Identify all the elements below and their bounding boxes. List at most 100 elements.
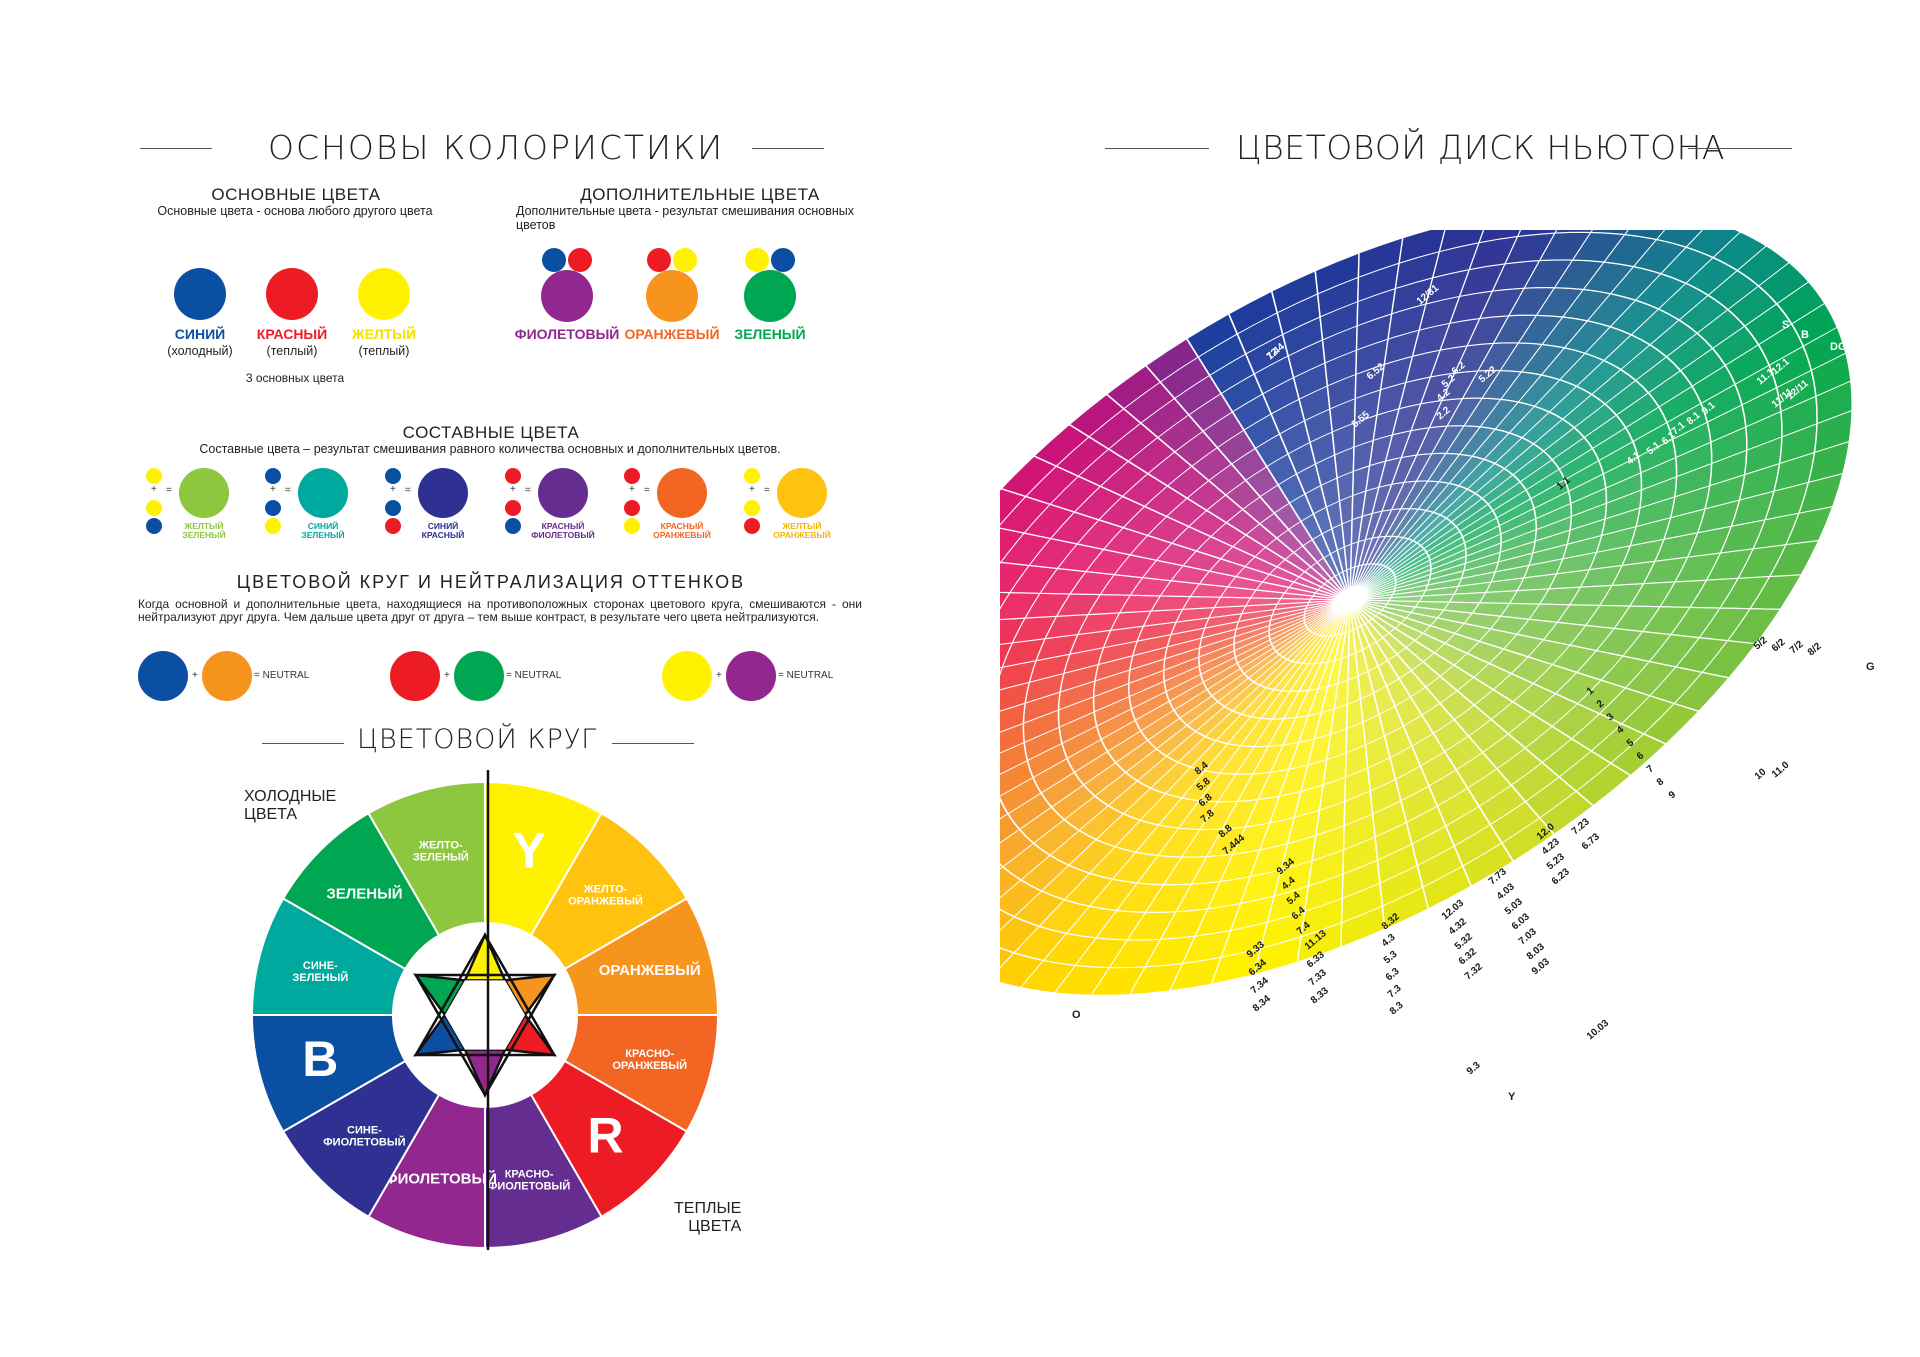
disc-shade-code: 7/2 [1788,639,1806,657]
mix-dot [744,518,760,534]
secondary-description: Дополнительные цвета - результат смешива… [516,204,854,232]
wheel-segment-label: R [588,1108,624,1164]
disc-title-rule-right [1688,148,1792,149]
tertiary-heading: СОСТАВНЫЕ ЦВЕТА [402,423,580,442]
star-outline [413,932,557,1057]
tertiary-color-circle [179,468,229,518]
primary-caption: 3 основных цвета [245,371,345,385]
equals-sign: = [525,485,531,496]
disc-sector-letter: S [1782,319,1789,331]
equals-sign: = [405,485,411,496]
neutral-label: = NEUTRAL [778,670,834,681]
mix-dot [647,248,671,272]
plus-sign: + [270,484,276,495]
plus-sign: + [444,670,450,681]
secondary-color-circle [541,270,593,322]
disc-sector-letter: Y [1508,1091,1516,1103]
disc-shade-code: 7.34 [1249,975,1271,996]
star-outline [413,973,557,1098]
star-tip-red [502,1012,557,1057]
disc-shade-code: 7 [1645,763,1657,775]
secondary-color-circle [744,270,796,322]
plus-sign: + [716,670,722,681]
secondary-color-name: ОРАНЖЕВЫЙ [624,326,720,342]
disc-sector-letter: G [1866,661,1875,673]
disc-cell [1000,903,1016,944]
neutral-color-b [454,651,504,701]
disc-shade-code: 8 [1655,776,1667,788]
disc-shade-code: 7.33 [1307,967,1329,988]
neutral-label: = NEUTRAL [506,670,562,681]
disc-shade-code: 10 [1753,766,1769,782]
disc-shade-code: 9 [1667,789,1679,801]
disc-shade-code: 3 [1605,711,1617,723]
mix-dot [265,468,281,484]
disc-shade-code: 4.3 [1380,932,1398,950]
equals-sign: = [764,485,770,496]
mix-dot [505,468,521,484]
disc-cell [1145,338,1200,383]
primary-color-name: КРАСНЫЙ [256,326,328,342]
disc-shade-code: 8.34 [1251,993,1273,1014]
tertiary-color-name: ЖЕЛТЫЙ ОРАНЖЕВЫЙ [773,521,831,540]
neutral-color-a [662,651,712,701]
wheel-rule-left [262,743,344,744]
neutral-color-b [726,651,776,701]
mix-dot [146,500,162,516]
tertiary-color-circle [298,468,348,518]
tertiary-color-name: ЖЕЛТЫЙ ЗЕЛЕНЫЙ [182,521,226,540]
plus-sign: + [192,670,198,681]
disc-shade-code: 2 [1595,698,1607,710]
wheel-segment-label: Y [512,822,545,878]
disc-shade-code: 9.3 [1465,1060,1483,1078]
neutral-label: = NEUTRAL [254,670,310,681]
mix-dot [744,500,760,516]
wheel-segment-label: СИНЕ-ФИОЛЕТОВЫЙ [323,1125,405,1149]
disc-shade-code: 8.33 [1309,985,1331,1006]
warm-colors-label: ТЕПЛЫЕ ЦВЕТА [674,1200,742,1235]
mix-dot [265,500,281,516]
wheel-segment-label: B [302,1031,338,1087]
mix-dot [146,518,162,534]
neutral-description: Когда основной и дополнительные цвета, н… [138,597,862,624]
secondary-heading: ДОПОЛНИТЕЛЬНЫЕ ЦВЕТА [580,185,820,204]
primary-color-name: ЖЕЛТЫЙ [351,326,417,342]
mix-dot [624,518,640,534]
disc-shade-code: 6/2 [1770,637,1788,655]
star-center [445,980,525,1050]
mix-dot [744,468,760,484]
mix-dot [673,248,697,272]
mix-dot [385,468,401,484]
wheel-segment-label: ЖЕЛТО-ОРАНЖЕВЫЙ [568,883,643,907]
wheel-segment-label: КРАСНО-ОРАНЖЕВЫЙ [612,1048,687,1072]
plus-sign: + [749,484,755,495]
primary-heading: ОСНОВНЫЕ ЦВЕТА [211,185,381,204]
primary-color-name: СИНИЙ [174,326,226,342]
tertiary-color-name: КРАСНЫЙ ФИОЛЕТОВЫЙ [531,521,595,540]
star-tip-blue [413,1012,468,1057]
mix-dot [505,518,521,534]
secondary-color-name: ФИОЛЕТОВЫЙ [514,326,620,342]
mix-dot [745,248,769,272]
wheel-title: ЦВЕТОВОЙ КРУГ [357,724,598,755]
disc-shade-code: 6.3 [1384,966,1402,984]
title-rule-left [140,148,212,149]
wheel-segment-label: ФИОЛЕТОВЫЙ [385,1170,497,1188]
disc-shade-code: 11.0 [1770,759,1792,780]
mix-dot [385,500,401,516]
disc-shade-code: 4 [1615,724,1627,736]
neutral-color-a [138,651,188,701]
disc-title-rule-left [1105,148,1209,149]
title-rule-right [752,148,824,149]
page-title: ОСНОВЫ КОЛОРИСТИКИ [268,128,725,167]
disc-shade-code: 10.03 [1585,1018,1612,1043]
primary-color-circle [266,268,318,320]
primary-color-note: (холодный) [167,344,233,358]
equals-sign: = [644,485,650,496]
cold-colors-label: ХОЛОДНЫЕ ЦВЕТА [244,788,337,823]
equals-sign: = [285,485,291,496]
mix-dot [624,500,640,516]
disc-cell [1000,850,1004,892]
mix-dot [265,518,281,534]
